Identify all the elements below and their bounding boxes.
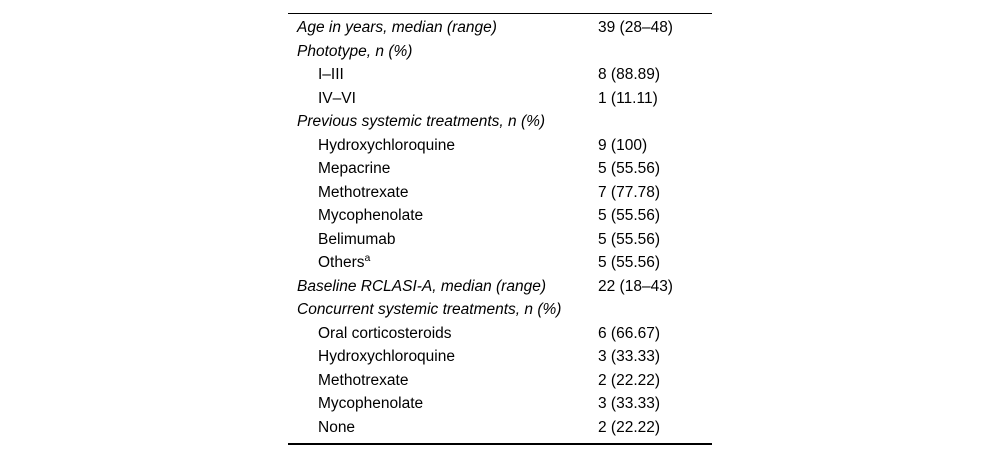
row-value: 8 (88.89) bbox=[598, 66, 661, 84]
row-label-text: Methotrexate bbox=[318, 371, 409, 389]
table-row: Methotrexate 2 (22.22) bbox=[288, 369, 712, 393]
row-label: Previous systemic treatments, n (%) bbox=[288, 113, 598, 131]
row-label: Othersa bbox=[288, 254, 598, 272]
footnote-marker: a bbox=[364, 254, 371, 265]
row-label-text: Baseline RCLASI-A, median (range) bbox=[297, 277, 546, 295]
row-value: 2 (22.22) bbox=[598, 371, 661, 389]
table-row: Hydroxychloroquine 3 (33.33) bbox=[288, 346, 712, 370]
row-label: Mepacrine bbox=[288, 160, 598, 178]
row-value: 6 (66.67) bbox=[598, 324, 661, 342]
table-row: Mepacrine 5 (55.56) bbox=[288, 158, 712, 182]
row-label-text: Phototype, n (%) bbox=[297, 42, 413, 60]
row-label-text: Mycophenolate bbox=[318, 395, 424, 413]
table-row: Methotrexate 7 (77.78) bbox=[288, 181, 712, 205]
row-label-text: Hydroxychloroquine bbox=[318, 348, 455, 366]
row-label-text: I–III bbox=[318, 66, 344, 84]
row-label-text: None bbox=[318, 418, 356, 436]
row-value: 1 (11.11) bbox=[598, 89, 658, 107]
row-value: 5 (55.56) bbox=[598, 230, 661, 248]
row-value: 5 (55.56) bbox=[598, 207, 661, 225]
row-label: None bbox=[288, 419, 598, 437]
row-label-text: Mycophenolate bbox=[318, 207, 424, 225]
row-label: Belimumab bbox=[288, 231, 598, 249]
row-value: 2 (22.22) bbox=[598, 418, 661, 436]
row-label: Hydroxychloroquine bbox=[288, 348, 598, 366]
table-row: Belimumab 5 (55.56) bbox=[288, 228, 712, 252]
row-label-text: Concurrent systemic treatments, n (%) bbox=[297, 301, 562, 319]
row-label: Oral corticosteroids bbox=[288, 325, 598, 343]
table-row: None 2 (22.22) bbox=[288, 416, 712, 440]
row-value: 9 (100) bbox=[598, 136, 648, 154]
table-row: Oral corticosteroids 6 (66.67) bbox=[288, 322, 712, 346]
row-label: Hydroxychloroquine bbox=[288, 137, 598, 155]
table-row: Mycophenolate 5 (55.56) bbox=[288, 205, 712, 229]
row-label: I–III bbox=[288, 66, 598, 84]
row-label: Phototype, n (%) bbox=[288, 43, 598, 61]
table-row: Concurrent systemic treatments, n (%) bbox=[288, 299, 712, 323]
row-label-text: Hydroxychloroquine bbox=[318, 136, 455, 154]
table-row: Phototype, n (%) bbox=[288, 40, 712, 64]
row-value: 22 (18–43) bbox=[598, 277, 673, 295]
row-label: Concurrent systemic treatments, n (%) bbox=[288, 301, 598, 319]
row-label: Mycophenolate bbox=[288, 207, 598, 225]
table-row: Othersa 5 (55.56) bbox=[288, 252, 712, 276]
table-row: Age in years, median (range) 39 (28–48) bbox=[288, 17, 712, 41]
row-value: 5 (55.56) bbox=[598, 160, 661, 178]
row-label-text: Oral corticosteroids bbox=[318, 324, 452, 342]
row-label-text: Methotrexate bbox=[318, 183, 409, 201]
row-value: 39 (28–48) bbox=[598, 19, 673, 37]
table-row: IV–VI 1 (11.11) bbox=[288, 87, 712, 111]
row-value: 3 (33.33) bbox=[598, 395, 661, 413]
table-row: Mycophenolate 3 (33.33) bbox=[288, 393, 712, 417]
row-label: IV–VI bbox=[288, 90, 598, 108]
row-label-text: Previous systemic treatments, n (%) bbox=[297, 113, 546, 131]
row-label: Mycophenolate bbox=[288, 395, 598, 413]
row-label: Baseline RCLASI-A, median (range) bbox=[288, 278, 598, 296]
table-row: I–III 8 (88.89) bbox=[288, 64, 712, 88]
row-value: 7 (77.78) bbox=[598, 183, 661, 201]
row-label-text: Others bbox=[318, 254, 365, 272]
patient-characteristics-table: Age in years, median (range) 39 (28–48) … bbox=[288, 13, 712, 445]
row-label-text: IV–VI bbox=[318, 89, 356, 107]
row-value: 3 (33.33) bbox=[598, 348, 661, 366]
table-row: Previous systemic treatments, n (%) bbox=[288, 111, 712, 135]
row-label: Methotrexate bbox=[288, 372, 598, 390]
row-label: Methotrexate bbox=[288, 184, 598, 202]
row-label: Age in years, median (range) bbox=[288, 19, 598, 37]
row-label-text: Belimumab bbox=[318, 230, 396, 248]
table-row: Hydroxychloroquine 9 (100) bbox=[288, 134, 712, 158]
row-label-text: Mepacrine bbox=[318, 160, 391, 178]
row-value: 5 (55.56) bbox=[598, 254, 661, 272]
table-row: Baseline RCLASI-A, median (range) 22 (18… bbox=[288, 275, 712, 299]
row-label-text: Age in years, median (range) bbox=[297, 19, 497, 37]
